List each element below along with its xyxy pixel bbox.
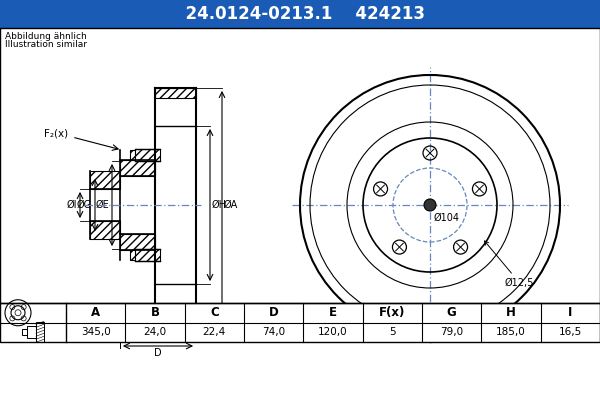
Text: Ø12,5: Ø12,5 (485, 241, 535, 288)
Text: H: H (506, 306, 516, 319)
Bar (22, 329, 27, 335)
Text: C (MTH): C (MTH) (200, 323, 239, 333)
Text: ØG: ØG (77, 200, 92, 210)
Text: 22,4: 22,4 (203, 327, 226, 337)
Bar (0, 0, 600, 28)
Text: Illustration similar: Illustration similar (5, 40, 87, 49)
Text: 74,0: 74,0 (262, 327, 285, 337)
Text: 24,0: 24,0 (143, 327, 167, 337)
Bar (130, 250, 155, 260)
Bar (0, 303, 600, 342)
Bar (27, 326, 36, 338)
Text: I: I (568, 306, 572, 319)
Text: E: E (329, 306, 337, 319)
Bar (135, 149, 160, 161)
Text: A: A (91, 306, 100, 319)
Bar (135, 249, 160, 261)
Text: 120,0: 120,0 (318, 327, 348, 337)
Bar (155, 312, 196, 322)
Text: F(x): F(x) (379, 306, 406, 319)
Text: G: G (447, 306, 457, 319)
Text: C: C (210, 306, 219, 319)
Text: F₂(x): F₂(x) (44, 128, 68, 138)
Text: 345,0: 345,0 (81, 327, 110, 337)
Text: ØE: ØE (95, 200, 109, 210)
Text: D: D (154, 348, 162, 358)
Text: ØI: ØI (67, 200, 77, 210)
Circle shape (424, 199, 436, 211)
Bar (130, 150, 155, 160)
Bar (155, 88, 196, 98)
Text: ØH: ØH (212, 200, 227, 210)
Text: 5: 5 (389, 327, 395, 337)
Bar (90, 221, 120, 239)
Bar (120, 160, 155, 176)
Bar (0, 28, 600, 303)
Bar (120, 234, 155, 250)
Text: Ø104: Ø104 (434, 213, 460, 223)
Text: B: B (151, 306, 160, 319)
Text: 24.0124-0213.1    424213: 24.0124-0213.1 424213 (175, 5, 425, 23)
Text: D: D (269, 306, 278, 319)
Text: ØA: ØA (224, 200, 238, 210)
Text: 16,5: 16,5 (559, 327, 582, 337)
Bar (36, 322, 44, 342)
Text: Abbildung ähnlich: Abbildung ähnlich (5, 32, 87, 41)
Text: B: B (172, 323, 179, 333)
Text: 79,0: 79,0 (440, 327, 463, 337)
Text: 185,0: 185,0 (496, 327, 526, 337)
Bar (90, 171, 120, 189)
